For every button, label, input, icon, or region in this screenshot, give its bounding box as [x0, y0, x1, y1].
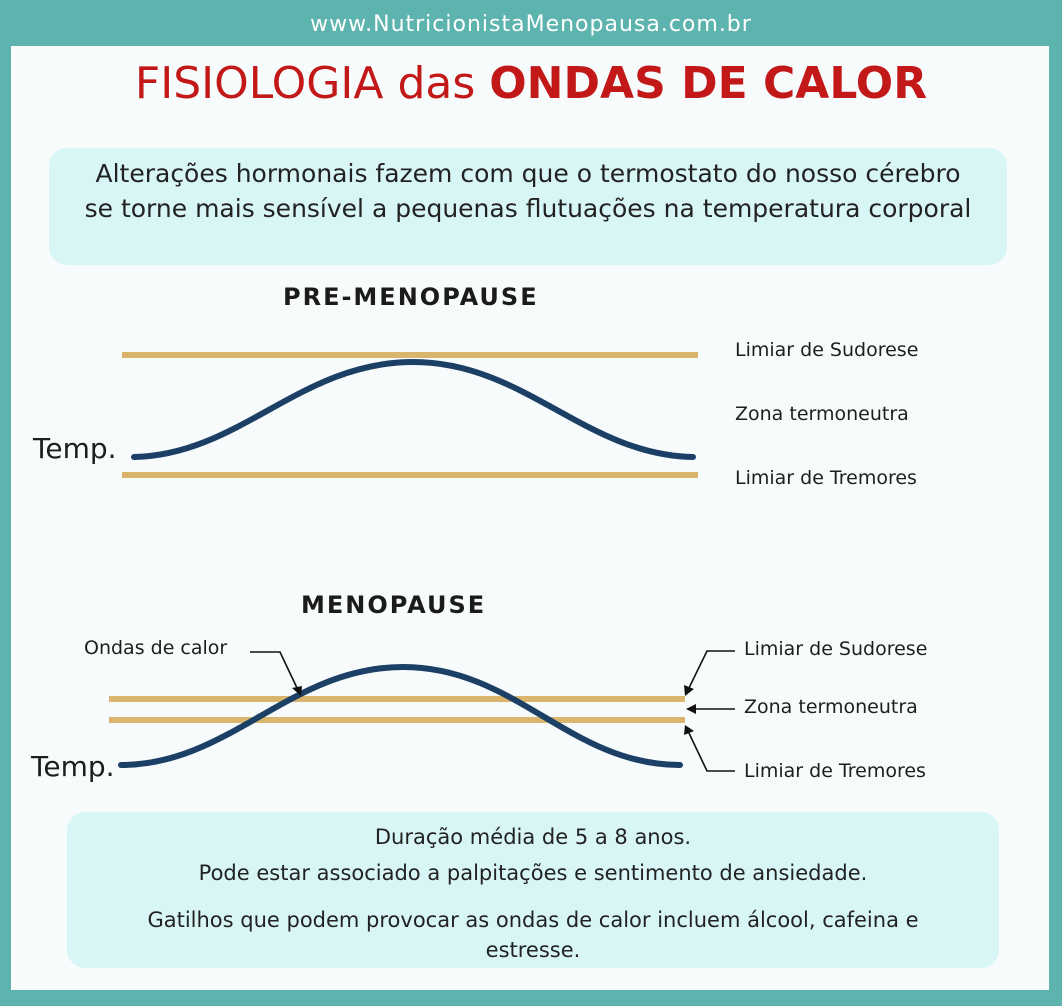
meno-temp-curve — [118, 663, 683, 768]
intro-text: Alterações hormonais fazem com que o ter… — [84, 159, 972, 223]
meno-thermoneutral-zone-label: Zona termoneutra — [744, 696, 918, 718]
hot-flash-pointer — [250, 651, 299, 691]
duration-text: Duração média de 5 a 8 anos. — [374, 825, 692, 849]
title-part-1: FISIOLOGIA das — [134, 58, 490, 109]
meno-shiver-pointer — [687, 730, 735, 772]
pre-thermoneutral-zone-label: Zona termoneutra — [735, 403, 909, 425]
pre-sweat-threshold-label: Limiar de Sudorese — [735, 339, 919, 361]
summary-box: Duração média de 5 a 8 anos. Pode estar … — [67, 812, 999, 968]
title-part-2: ONDAS DE CALOR — [489, 58, 928, 109]
meno-zone-arrowhead — [686, 704, 696, 714]
triggers-text: Gatilhos que podem provocar as ondas de … — [147, 908, 919, 962]
meno-sweat-threshold-label: Limiar de Sudorese — [744, 638, 928, 660]
arrow-heads — [292, 685, 696, 735]
symptoms-text: Pode estar associado a palpitações e sen… — [198, 861, 868, 885]
meno-shiver-arrowhead — [684, 725, 694, 735]
pre-menopause-heading: PRE-MENOPAUSE — [283, 283, 539, 311]
meno-sweat-pointer — [687, 650, 735, 691]
website-url: www.NutricionistaMenopausa.com.br — [310, 12, 752, 37]
meno-shiver-threshold-label: Limiar de Tremores — [744, 760, 926, 782]
pointer-arrows — [250, 650, 735, 772]
intro-box: Alterações hormonais fazem com que o ter… — [49, 148, 1007, 265]
hot-flash-arrowhead — [292, 686, 302, 696]
hot-flash-label: Ondas de calor — [84, 637, 228, 659]
pre-temp-curve — [131, 358, 696, 460]
pre-temp-label: Temp. — [33, 432, 117, 465]
meno-sweat-arrowhead — [684, 685, 694, 696]
meno-temp-label: Temp. — [31, 750, 115, 783]
page-title: FISIOLOGIA das ONDAS DE CALOR — [0, 58, 1062, 109]
menopause-heading: MENOPAUSE — [301, 591, 487, 619]
pre-shiver-threshold-label: Limiar de Tremores — [735, 467, 917, 489]
